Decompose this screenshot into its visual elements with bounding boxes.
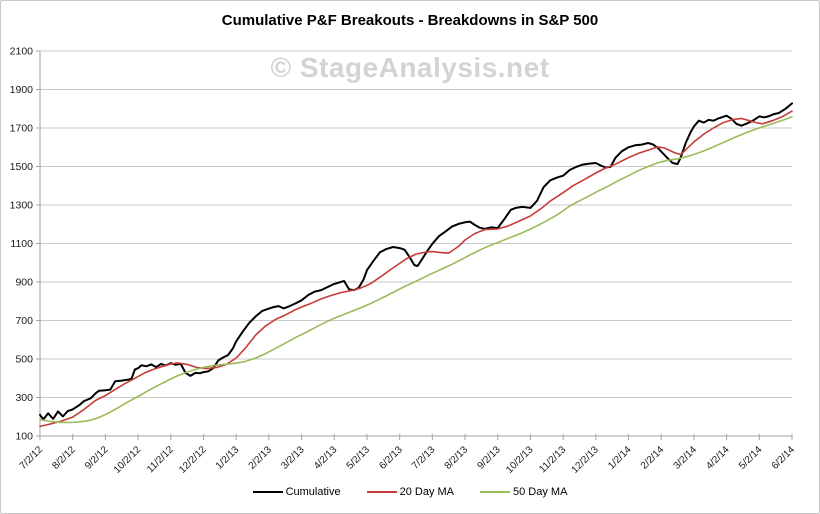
legend: Cumulative 20 Day MA 50 Day MA (1, 486, 819, 498)
x-tick-label: 6/2/14 (770, 444, 798, 472)
x-tick-label: 5/2/13 (345, 444, 373, 472)
y-tick-label: 1100 (10, 238, 33, 250)
x-tick-label: 3/2/14 (672, 444, 700, 472)
x-tick-label: 1/2/13 (214, 444, 242, 472)
x-tick-label: 2/2/13 (247, 444, 275, 472)
x-tick-label: 4/2/14 (704, 444, 732, 472)
x-tick-label: 7/2/12 (18, 444, 46, 472)
y-tick-label: 1300 (10, 200, 34, 212)
legend-item-50day-ma: 50 Day MA (480, 486, 567, 498)
x-tick-label: 4/2/13 (312, 444, 340, 472)
x-tick-label: 6/2/13 (377, 444, 405, 472)
x-tick-label: 3/2/13 (279, 444, 307, 472)
legend-item-20day-ma: 20 Day MA (366, 486, 455, 498)
x-tick-label: 9/2/12 (83, 444, 111, 472)
x-tick-label: 5/2/14 (737, 444, 765, 472)
series-line-20-day-ma (39, 110, 793, 428)
y-tick-label: 1900 (10, 84, 34, 96)
x-tick-label: 9/2/13 (475, 444, 503, 472)
x-tick-label: 2/2/14 (639, 444, 667, 472)
y-tick-label: 2100 (10, 46, 34, 58)
chart-title: Cumulative P&F Breakouts - Breakdowns in… (221, 12, 599, 29)
legend-swatch-cumulative-line (252, 491, 283, 493)
y-tick-label: 100 (15, 431, 33, 443)
y-tick-label: 300 (15, 392, 33, 404)
series-line-cumulative (39, 102, 793, 421)
x-tick-label: 1/2/14 (606, 444, 634, 472)
legend-label-50day-ma: 50 Day MA (513, 486, 568, 498)
x-tick-label: 8/2/12 (50, 444, 78, 472)
x-tick-label: 8/2/13 (443, 444, 471, 472)
y-tick-label: 1500 (10, 161, 34, 173)
legend-swatch-20day-ma-line (366, 491, 397, 493)
y-tick-label: 1700 (10, 123, 34, 135)
gridlines (40, 50, 792, 398)
y-tick-label: 500 (15, 354, 33, 366)
x-tick-label: 10/2/12 (112, 444, 144, 476)
y-tick-label: 700 (15, 315, 33, 327)
y-tick-label: 900 (15, 277, 33, 289)
x-tick-label: 10/2/13 (504, 444, 536, 476)
legend-item-cumulative: Cumulative (252, 486, 341, 498)
legend-label-20day-ma: 20 Day MA (399, 486, 455, 498)
x-tick-label: 11/2/12 (145, 444, 176, 475)
series-line-50-day-ma (39, 116, 793, 424)
x-tick-label: 12/2/12 (177, 444, 209, 476)
legend-label-cumulative: Cumulative (285, 486, 341, 498)
x-tick-label: 11/2/13 (537, 444, 568, 475)
x-tick-label: 7/2/13 (410, 444, 438, 472)
legend-swatch-50day-ma-line (480, 491, 511, 493)
x-tick-label: 12/2/13 (570, 444, 602, 476)
